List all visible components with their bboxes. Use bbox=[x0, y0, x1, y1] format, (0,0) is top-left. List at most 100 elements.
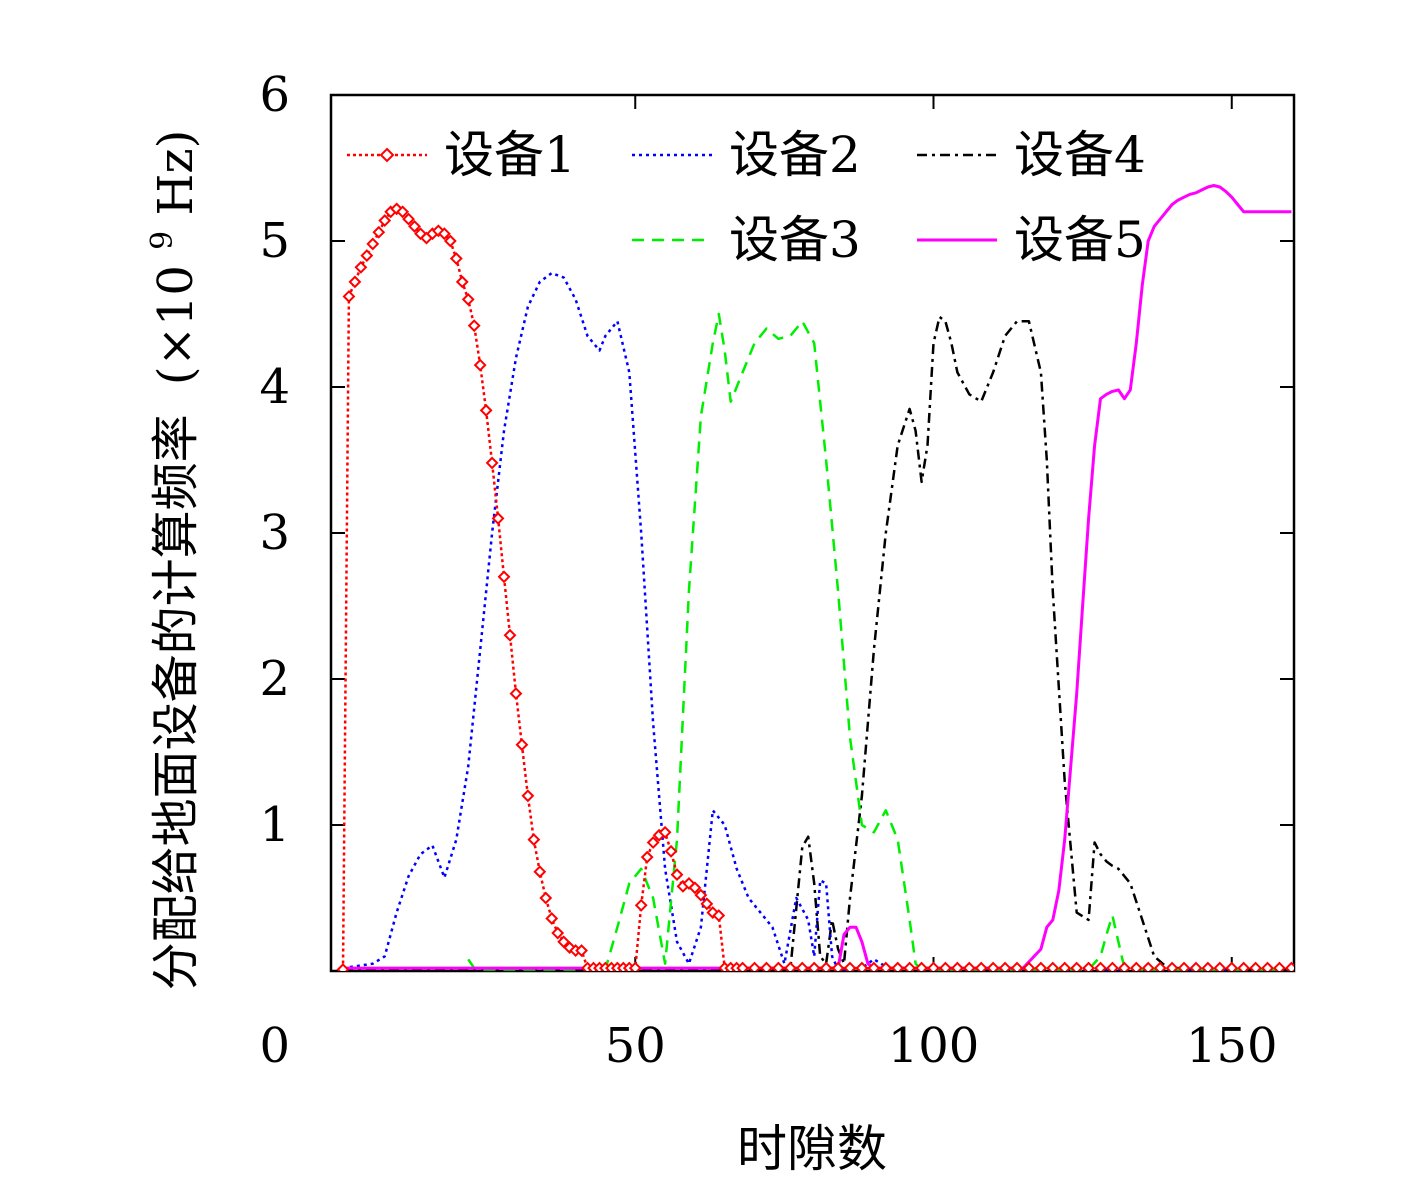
series-1-point bbox=[867, 961, 881, 971]
y-axis-label-unit: (×10 bbox=[148, 265, 204, 385]
series-1-point bbox=[527, 833, 541, 847]
series-1-point bbox=[509, 687, 523, 701]
series-1-point bbox=[449, 252, 463, 265]
series-1-point bbox=[646, 836, 660, 849]
series-1-point bbox=[551, 926, 565, 940]
series-1-point bbox=[819, 961, 833, 971]
series-1-point bbox=[1165, 961, 1179, 971]
series-1-point bbox=[545, 912, 559, 925]
series-1-point bbox=[360, 249, 374, 263]
series-3-line bbox=[467, 312, 1292, 971]
series-1-point bbox=[807, 961, 821, 971]
series-1-point bbox=[533, 865, 547, 879]
series-1-point bbox=[491, 511, 505, 525]
series-1-point bbox=[485, 456, 499, 470]
legend-series-1-label: 设备1 bbox=[444, 126, 576, 184]
series-1-point bbox=[634, 898, 648, 912]
series-1-point bbox=[748, 961, 761, 971]
series-1-point bbox=[437, 227, 451, 241]
series-1-point bbox=[575, 944, 588, 957]
x-axis-label: 时隙数 bbox=[737, 1120, 887, 1178]
legend-series-2-label: 设备2 bbox=[729, 126, 861, 184]
series-1-point bbox=[831, 961, 845, 971]
series-1-point bbox=[1189, 961, 1203, 971]
legend-series-4-label: 设备4 bbox=[1014, 126, 1146, 184]
legend-series-3-label: 设备3 bbox=[729, 211, 861, 269]
series-1-point bbox=[855, 961, 869, 971]
legend-series-5-label: 设备5 bbox=[1014, 211, 1146, 269]
series-1-point bbox=[479, 403, 493, 417]
series-1-point bbox=[461, 292, 475, 306]
series-1-point bbox=[408, 219, 421, 233]
series-1-point bbox=[1153, 961, 1167, 971]
series-1-point bbox=[503, 628, 517, 642]
series-1-point bbox=[1034, 961, 1048, 971]
series-1-point bbox=[467, 319, 481, 333]
series-1-point bbox=[658, 825, 672, 839]
series-1-point bbox=[927, 961, 940, 971]
y-tick-label: 6 bbox=[259, 67, 290, 123]
series-1-point bbox=[1249, 961, 1263, 971]
svg-text:分配给地面设备的计算频率 (×10: 分配给地面设备的计算频率 (×10 9 Hz) bbox=[128, 130, 204, 991]
series-1-point bbox=[1213, 961, 1227, 971]
series-1-point bbox=[455, 275, 469, 289]
series-1-point bbox=[998, 961, 1012, 971]
series-1-point bbox=[974, 961, 988, 971]
series-1-point bbox=[378, 214, 392, 227]
series-1-point bbox=[336, 963, 350, 971]
series-1-point bbox=[342, 290, 356, 303]
y-tick-label: 2 bbox=[259, 651, 290, 707]
series-1-point bbox=[354, 260, 368, 274]
series-1-point bbox=[783, 961, 797, 971]
series-1-point bbox=[700, 897, 714, 911]
y-tick-label: 1 bbox=[259, 797, 290, 853]
series-1-point bbox=[1082, 961, 1096, 971]
series-1-point bbox=[628, 961, 642, 971]
series-1-point bbox=[521, 789, 535, 803]
series-1-point bbox=[1058, 961, 1072, 971]
x-tick-label: 150 bbox=[1186, 1018, 1278, 1074]
series-1-point bbox=[1273, 961, 1286, 971]
y-tick-label: 0 bbox=[259, 1018, 290, 1074]
series-1-point bbox=[670, 868, 684, 882]
series-1-point bbox=[962, 961, 976, 971]
series-1-point bbox=[736, 961, 750, 971]
plot-area bbox=[329, 93, 1296, 973]
series-1-point bbox=[1010, 961, 1024, 971]
series-1-point bbox=[557, 935, 571, 949]
series-1-point bbox=[712, 909, 726, 922]
series-1-point bbox=[473, 358, 487, 372]
x-tick-label: 50 bbox=[605, 1018, 666, 1074]
series-layer bbox=[336, 184, 1294, 971]
series-1-point bbox=[497, 570, 511, 584]
y-axis-label-unit-end: Hz) bbox=[148, 130, 204, 216]
series-1-point bbox=[1106, 961, 1119, 971]
legend-series-1-marker bbox=[379, 147, 395, 163]
series-1-point bbox=[1022, 961, 1036, 971]
series-1-point bbox=[1070, 961, 1084, 971]
series-1-point bbox=[1201, 961, 1215, 971]
series-1-point bbox=[515, 738, 529, 752]
series-1-point bbox=[1225, 961, 1239, 971]
series-1-point bbox=[1237, 961, 1251, 971]
series-1-point bbox=[402, 212, 415, 226]
x-tick-label: 100 bbox=[888, 1018, 980, 1074]
y-tick-label: 5 bbox=[259, 213, 290, 269]
series-1-point bbox=[950, 961, 964, 971]
series-1-point bbox=[348, 275, 362, 289]
series-1-point bbox=[1177, 961, 1191, 971]
series-1-point bbox=[795, 961, 809, 971]
series-1-point bbox=[771, 961, 785, 971]
series-1-point bbox=[366, 237, 380, 251]
y-tick-label: 4 bbox=[259, 359, 290, 415]
series-1-point bbox=[879, 961, 893, 971]
series-1-point bbox=[1261, 961, 1274, 971]
series-1-point bbox=[1284, 961, 1294, 971]
series-1-point bbox=[396, 205, 410, 219]
y-axis-label-main: 分配给地面设备的计算频率 bbox=[148, 414, 204, 990]
series-1-point bbox=[891, 961, 905, 971]
series-1-point bbox=[443, 234, 457, 248]
series-1-point bbox=[664, 844, 678, 858]
